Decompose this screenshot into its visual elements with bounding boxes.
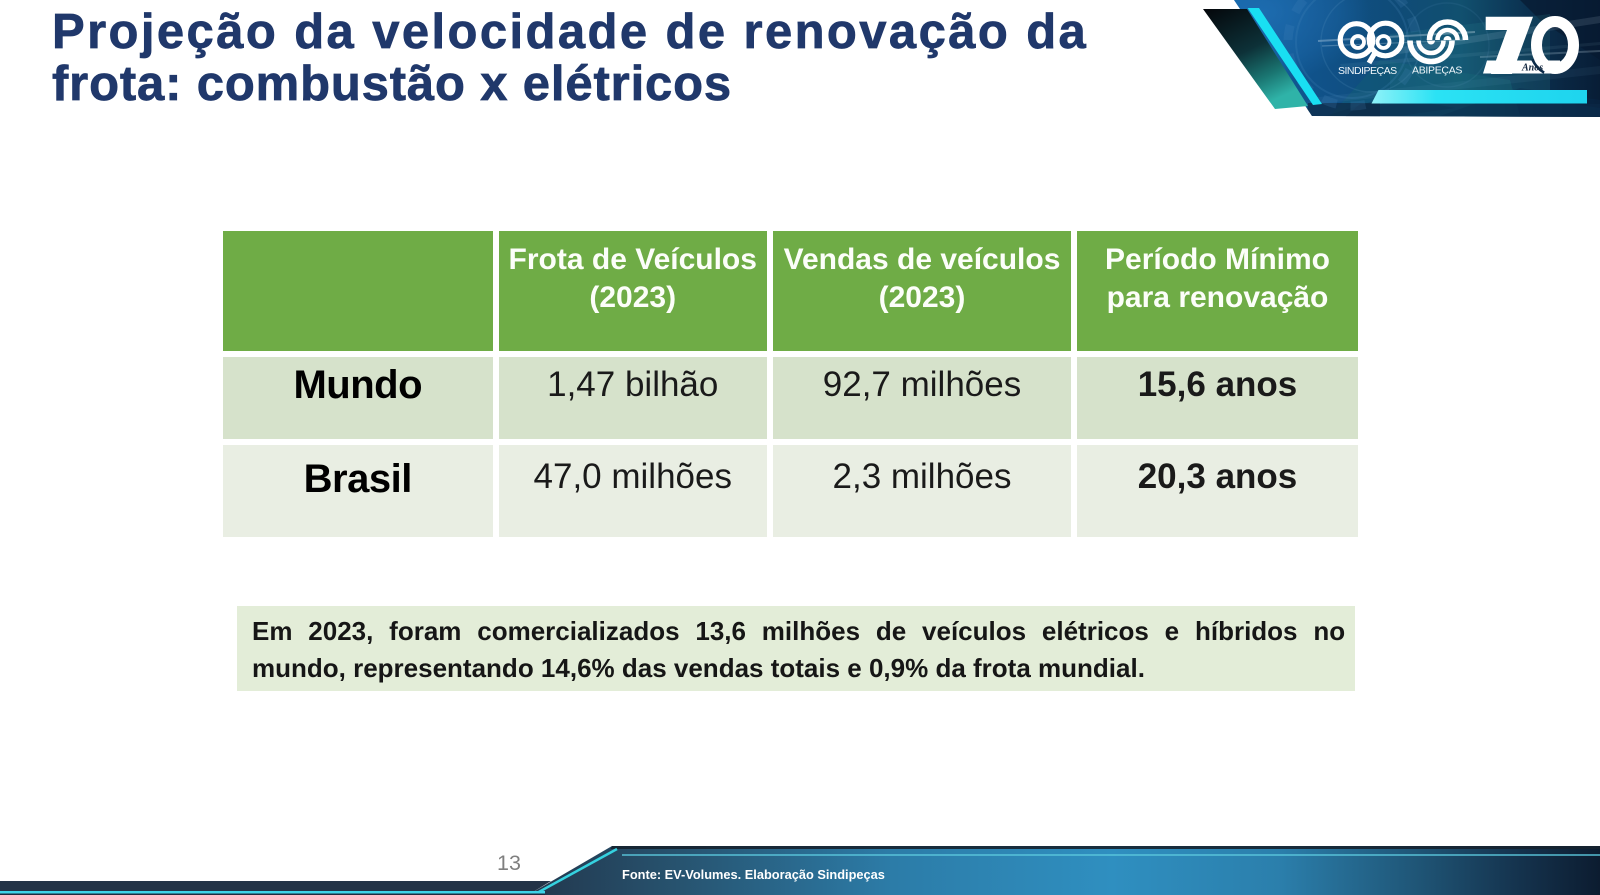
svg-text:Anos: Anos: [1521, 63, 1543, 74]
svg-text:ABIPEÇAS: ABIPEÇAS: [1412, 65, 1462, 77]
svg-text:Fonte: EV-Volumes. Elaboração: Fonte: EV-Volumes. Elaboração Sindipeças: [622, 867, 885, 882]
svg-text:SINDIPEÇAS: SINDIPEÇAS: [1338, 65, 1397, 77]
